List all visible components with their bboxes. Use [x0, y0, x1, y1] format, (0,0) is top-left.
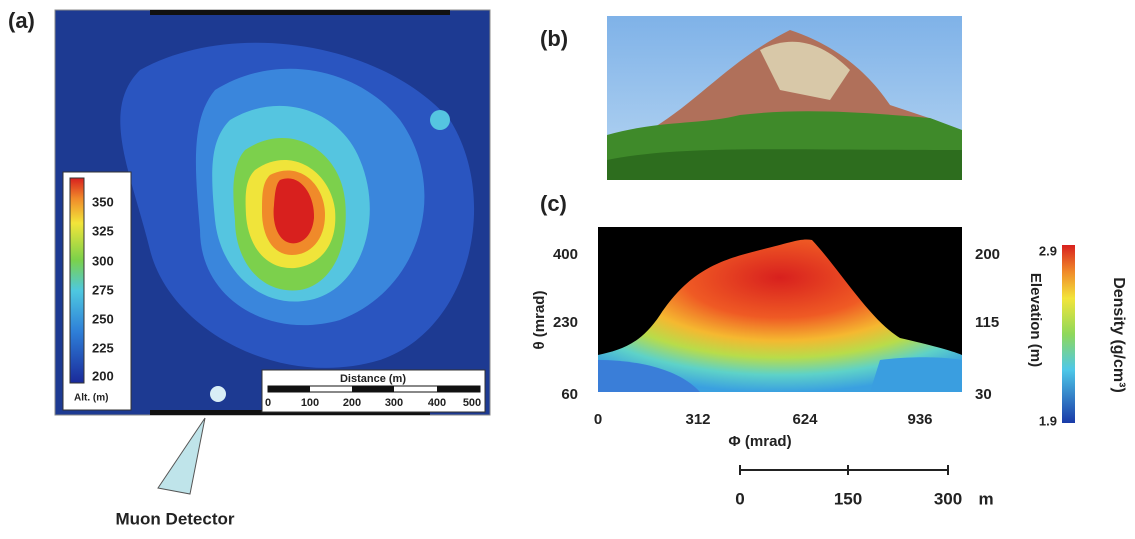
tick-label: 225 [92, 340, 114, 355]
panel-label: (c) [540, 191, 567, 216]
y2-tick-label: 200 [975, 246, 1000, 263]
colorbar-max: 2.9 [1039, 243, 1057, 258]
distance-scale: Distance (m) 0 100 200 300 400 500 [262, 370, 485, 412]
tick-label: 200 [92, 368, 114, 383]
x-tick-label: 624 [792, 411, 818, 428]
tick-label: 275 [92, 282, 114, 297]
photo [607, 16, 962, 180]
y-tick-label: 400 [553, 246, 578, 263]
detector-icon [158, 418, 205, 494]
tick-label: 250 [92, 311, 114, 326]
scale-tick: 200 [343, 397, 361, 409]
tick-label: 325 [92, 223, 114, 238]
density-colorbar: 2.9 1.9 Density (g/cm³) [1039, 243, 1127, 428]
panel-label: (a) [8, 8, 35, 33]
y2-axis-label: Elevation (m) [1027, 273, 1044, 367]
scale-tick: 500 [463, 397, 481, 409]
colorbar-unit: Alt. (m) [74, 393, 108, 404]
scale-bar-c: 0 150 300 m [735, 465, 993, 508]
tick-label: 300 [92, 253, 114, 268]
x-tick-label: 312 [685, 411, 710, 428]
tick-label: 350 [92, 194, 114, 209]
scale-tick: 300 [934, 489, 962, 508]
colorbar-min: 1.9 [1039, 413, 1057, 428]
x-axis-label: Φ (mrad) [728, 433, 791, 450]
scale-tick: 0 [265, 397, 271, 409]
y-tick-label: 230 [553, 314, 578, 331]
x-tick-label: 936 [907, 411, 932, 428]
density-map [598, 227, 962, 392]
scale-title: Distance (m) [340, 373, 406, 385]
detector-label: Muon Detector [116, 509, 235, 528]
scale-tick: 0 [735, 489, 744, 508]
scale-tick: 400 [428, 397, 446, 409]
scale-unit: m [978, 489, 993, 508]
y2-tick-label: 115 [975, 314, 999, 331]
x-tick-label: 0 [594, 411, 602, 428]
y2-tick-label: 30 [975, 386, 992, 403]
y-axis-label: θ (mrad) [531, 291, 548, 350]
figure: (a) 350 325 300 275 250 225 200 Alt. (m)… [0, 0, 1135, 534]
colorbar-label: Density (g/cm³) [1110, 277, 1127, 393]
scale-tick: 300 [385, 397, 403, 409]
scale-tick: 100 [301, 397, 319, 409]
y-tick-label: 60 [561, 386, 578, 403]
scale-tick: 150 [834, 489, 862, 508]
panel-label: (b) [540, 26, 568, 51]
